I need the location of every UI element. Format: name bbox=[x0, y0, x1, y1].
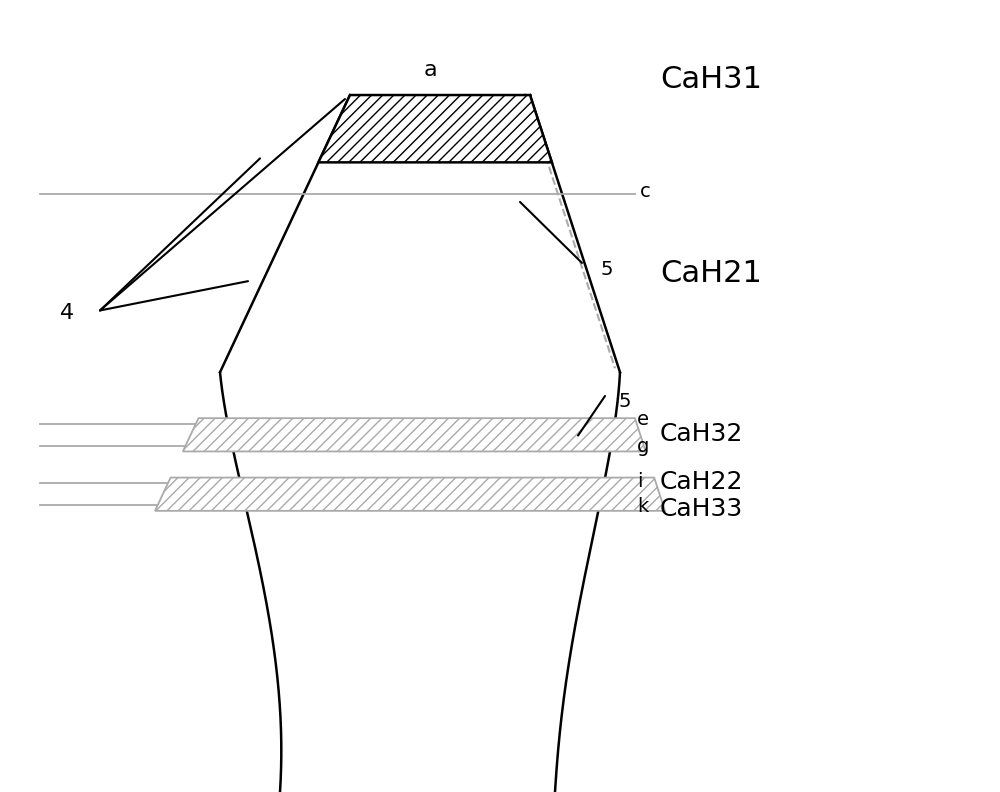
Text: a: a bbox=[423, 59, 437, 80]
Text: e: e bbox=[637, 410, 649, 429]
Text: CaH32: CaH32 bbox=[660, 422, 743, 446]
Text: c: c bbox=[640, 182, 651, 201]
Text: g: g bbox=[637, 437, 649, 456]
Text: 5: 5 bbox=[600, 260, 612, 279]
Text: CaH31: CaH31 bbox=[660, 65, 762, 93]
Text: CaH21: CaH21 bbox=[660, 259, 762, 287]
Polygon shape bbox=[155, 478, 665, 511]
Text: i: i bbox=[637, 472, 642, 491]
Polygon shape bbox=[318, 95, 552, 162]
Text: 4: 4 bbox=[60, 303, 74, 323]
Text: k: k bbox=[637, 497, 648, 516]
Polygon shape bbox=[183, 418, 646, 451]
Text: CaH33: CaH33 bbox=[660, 497, 743, 521]
Text: 5: 5 bbox=[618, 392, 631, 411]
Text: CaH22: CaH22 bbox=[660, 470, 744, 493]
